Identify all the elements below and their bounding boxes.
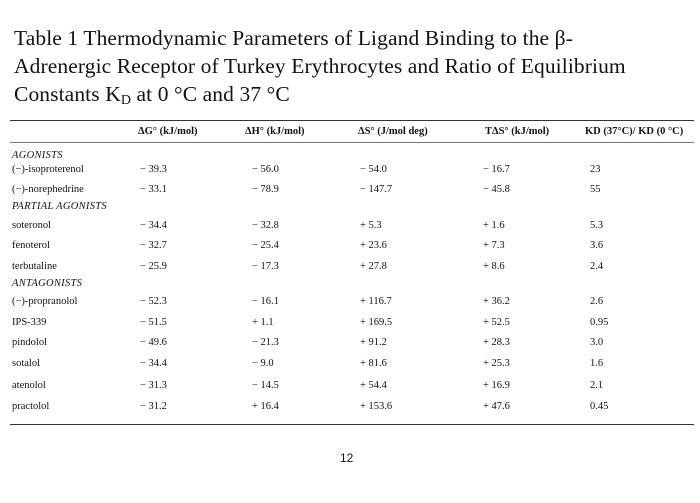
cell-ds: − 54.0 xyxy=(360,164,387,175)
compound-name: pindolol xyxy=(12,337,48,348)
cell-kd: 23 xyxy=(590,164,601,175)
page-number: 12 xyxy=(340,451,354,465)
compound-name: fenoterol xyxy=(12,240,50,251)
compound-name: (−)-propranolol xyxy=(12,296,78,307)
compound-name: (−)-isoproterenol xyxy=(12,164,84,175)
table-row: practolol − 31.2 + 16.4 + 153.6 + 47.6 0… xyxy=(0,401,700,419)
group-label-antagonists: ANTAGONISTS xyxy=(12,278,83,289)
cell-dg: − 31.3 xyxy=(140,380,167,391)
cell-ds: + 54.4 xyxy=(360,380,387,391)
table-row: (−)-norephedrine − 33.1 − 78.9 − 147.7 −… xyxy=(0,184,700,202)
cell-dg: − 34.4 xyxy=(140,220,167,231)
cell-dg: − 33.1 xyxy=(140,184,167,195)
header-t-delta-s: TΔS° (kJ/mol) xyxy=(485,126,550,137)
cell-ds: + 153.6 xyxy=(360,401,393,412)
table-row: soteronol − 34.4 − 32.8 + 5.3 + 1.6 5.3 xyxy=(0,220,700,238)
compound-name: soteronol xyxy=(12,220,52,231)
cell-dg: − 34.4 xyxy=(140,358,167,369)
table-row: pindolol − 49.6 − 21.3 + 91.2 + 28.3 3.0 xyxy=(0,337,700,355)
cell-kd: 1.6 xyxy=(590,358,604,369)
cell-ds: + 23.6 xyxy=(360,240,387,251)
caption-line-1: Table 1 Thermodynamic Parameters of Liga… xyxy=(14,26,573,50)
compound-name: sotalol xyxy=(12,358,40,369)
table-row: (−)-isoproterenol − 39.3 − 56.0 − 54.0 −… xyxy=(0,164,700,182)
cell-kd: 3.0 xyxy=(590,337,604,348)
caption-line-2: Adrenergic Receptor of Turkey Erythrocyt… xyxy=(14,54,626,78)
cell-tds: − 45.8 xyxy=(483,184,510,195)
cell-dg: − 51.5 xyxy=(140,317,167,328)
cell-kd: 0.45 xyxy=(590,401,609,412)
cell-dh: − 14.5 xyxy=(252,380,279,391)
header-delta-h: ΔH° (kJ/mol) xyxy=(245,126,305,137)
cell-kd: 5.3 xyxy=(590,220,604,231)
cell-tds: + 7.3 xyxy=(483,240,505,251)
table-top-rule xyxy=(10,120,694,121)
header-delta-s: ΔS° (J/mol deg) xyxy=(358,126,428,137)
cell-dh: − 9.0 xyxy=(252,358,274,369)
cell-kd: 2.1 xyxy=(590,380,604,391)
cell-tds: + 8.6 xyxy=(483,261,505,272)
cell-dg: − 31.2 xyxy=(140,401,167,412)
cell-kd: 3.6 xyxy=(590,240,604,251)
cell-dg: − 25.9 xyxy=(140,261,167,272)
table-header-rule xyxy=(10,142,694,143)
cell-dh: − 32.8 xyxy=(252,220,279,231)
compound-name: practolol xyxy=(12,401,50,412)
group-label-partial-agonists: PARTIAL AGONISTS xyxy=(12,201,107,212)
header-kd-ratio: KD (37°C)/ KD (0 °C) xyxy=(585,126,684,137)
cell-dh: − 56.0 xyxy=(252,164,279,175)
compound-name: terbutaline xyxy=(12,261,57,272)
cell-tds: − 16.7 xyxy=(483,164,510,175)
cell-ds: + 27.8 xyxy=(360,261,387,272)
cell-kd: 55 xyxy=(590,184,601,195)
cell-dh: − 21.3 xyxy=(252,337,279,348)
cell-dg: − 49.6 xyxy=(140,337,167,348)
cell-dh: − 17.3 xyxy=(252,261,279,272)
compound-name: (−)-norephedrine xyxy=(12,184,84,195)
cell-dh: − 78.9 xyxy=(252,184,279,195)
table-bottom-rule xyxy=(10,424,694,425)
cell-tds: + 16.9 xyxy=(483,380,510,391)
cell-kd: 2.4 xyxy=(590,261,604,272)
cell-dh: + 16.4 xyxy=(252,401,279,412)
caption-line-3: Constants KD at 0 °C and 37 °C xyxy=(14,82,290,108)
cell-kd: 0.95 xyxy=(590,317,609,328)
group-row: AGONISTS xyxy=(0,150,700,168)
table-row: fenoterol − 32.7 − 25.4 + 23.6 + 7.3 3.6 xyxy=(0,240,700,258)
cell-dg: − 52.3 xyxy=(140,296,167,307)
cell-dg: − 32.7 xyxy=(140,240,167,251)
cell-ds: + 169.5 xyxy=(360,317,393,328)
header-delta-g: ΔG° (kJ/mol) xyxy=(138,126,198,137)
cell-kd: 2.6 xyxy=(590,296,604,307)
cell-tds: + 52.5 xyxy=(483,317,510,328)
cell-dh: + 1.1 xyxy=(252,317,274,328)
cell-ds: + 91.2 xyxy=(360,337,387,348)
cell-tds: + 28.3 xyxy=(483,337,510,348)
compound-name: IPS-339 xyxy=(12,317,47,328)
group-row: ANTAGONISTS xyxy=(0,278,700,296)
table-row: (−)-propranolol − 52.3 − 16.1 + 116.7 + … xyxy=(0,296,700,314)
cell-tds: + 47.6 xyxy=(483,401,510,412)
compound-name: atenolol xyxy=(12,380,46,391)
table-row: sotalol − 34.4 − 9.0 + 81.6 + 25.3 1.6 xyxy=(0,358,700,376)
cell-ds: − 147.7 xyxy=(360,184,393,195)
table-row: atenolol − 31.3 − 14.5 + 54.4 + 16.9 2.1 xyxy=(0,380,700,398)
cell-tds: + 36.2 xyxy=(483,296,510,307)
cell-ds: + 81.6 xyxy=(360,358,387,369)
table-row: terbutaline − 25.9 − 17.3 + 27.8 + 8.6 2… xyxy=(0,261,700,279)
group-label-agonists: AGONISTS xyxy=(12,150,63,161)
table-caption: Table 1 Thermodynamic Parameters of Liga… xyxy=(14,24,674,115)
group-row: PARTIAL AGONISTS xyxy=(0,201,700,219)
cell-dh: − 25.4 xyxy=(252,240,279,251)
cell-ds: + 5.3 xyxy=(360,220,382,231)
cell-ds: + 116.7 xyxy=(360,296,392,307)
cell-tds: + 25.3 xyxy=(483,358,510,369)
cell-dg: − 39.3 xyxy=(140,164,167,175)
cell-tds: + 1.6 xyxy=(483,220,505,231)
cell-dh: − 16.1 xyxy=(252,296,279,307)
table-row: IPS-339 − 51.5 + 1.1 + 169.5 + 52.5 0.95 xyxy=(0,317,700,335)
